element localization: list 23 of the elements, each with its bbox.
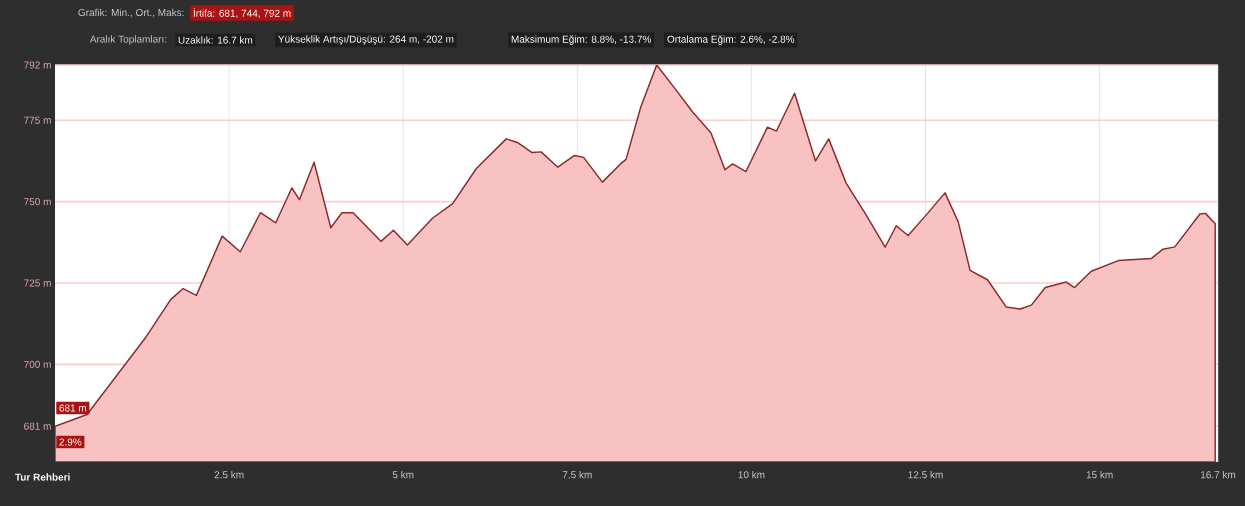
y-tick-label: 792 m [24,61,51,69]
y-tick-label: 725 m [24,279,51,287]
text: Uzaklık: 16.7 km [178,36,253,44]
x-tick-label: 5 km [392,470,414,479]
text: Maksimum Eğim: 8.8%, -13.7% [511,35,651,45]
x-tick-label: 2.5 km [214,470,244,479]
annotation: 681 m [59,404,87,412]
x-tick-label: 16.7 km [1200,470,1236,479]
x-tick-label: 15 km [1086,470,1113,479]
text: Ortalama Eğim: 2.6%, -2.8% [667,35,795,45]
text: Aralık Toplamları: [89,35,167,45]
y-tick-label: 750 m [24,198,51,206]
text: Yükseklik Artışı/Düşüşü: 264 m, -202 m [278,35,454,45]
x-tick-label: 12.5 km [908,470,943,479]
y-tick-label: 775 m [24,116,51,124]
annotation: 2.9% [59,438,82,446]
x-tick-label: 7.5 km [562,470,592,479]
text: Tur Rehberi [15,473,70,481]
y-tick-label: 681 m [24,422,51,430]
chart-subtitle: İrtifa: 681, 744, 792 m [193,8,291,18]
y-tick-label: 700 m [24,360,51,368]
x-tick-label: 10 km [738,470,765,479]
chart-title: Grafik: Min., Ort., Maks: [78,8,184,18]
